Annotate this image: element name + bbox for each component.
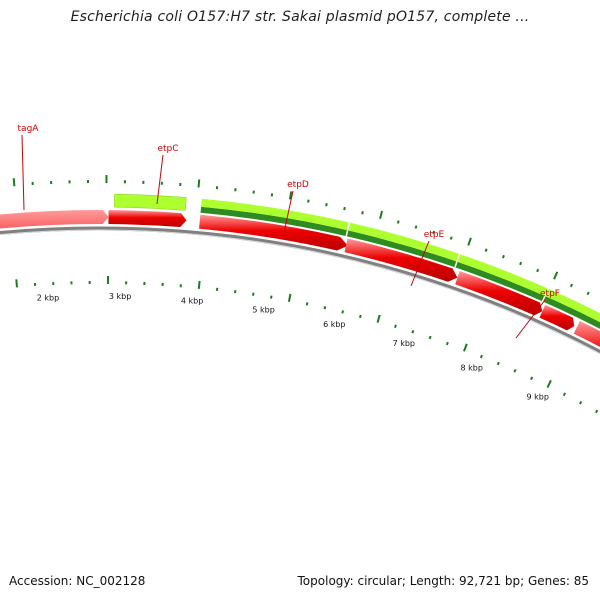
inner-tick: [359, 314, 362, 319]
scale-label: 5 kbp: [252, 306, 274, 315]
scale-label: 8 kbp: [460, 363, 482, 372]
outer-tick: [197, 179, 201, 188]
outer-ticks: [12, 175, 590, 296]
inner-tick: [15, 279, 18, 288]
outer-tick: [586, 291, 590, 296]
gene-label-etpC: etpC: [157, 144, 178, 154]
inner-tick: [595, 409, 599, 414]
gene-label-tagA: tagA: [18, 124, 40, 134]
outer-tick: [501, 254, 505, 259]
inner-tick: [463, 343, 468, 352]
scale-label: 6 kbp: [323, 320, 345, 329]
outer-tick: [343, 206, 346, 211]
inner-ticks: [15, 276, 599, 414]
inner-tick: [496, 361, 500, 366]
outer-tick: [484, 248, 488, 252]
outer-tick: [325, 203, 328, 207]
inner-tick: [394, 324, 397, 329]
accession-label: Accession: NC_002128: [9, 574, 146, 588]
inner-tick: [305, 302, 309, 306]
outer-tick: [467, 237, 472, 246]
outer-tick: [379, 210, 384, 219]
gene-label-leader: [156, 154, 164, 205]
length-label: Length: 92,721 bp: [402, 574, 520, 588]
outer-tick: [553, 271, 559, 280]
gene-minus-3: [199, 214, 348, 251]
inner-tick: [579, 400, 583, 405]
inner-tick: [323, 306, 327, 310]
topology-label: Topology: circular: [297, 574, 402, 588]
inner-tick: [287, 293, 292, 302]
gene-minus-6: [539, 304, 575, 331]
scale-label: 7 kbp: [393, 339, 415, 348]
inner-tick: [513, 369, 517, 373]
inner-tick: [341, 310, 345, 314]
scale-label: 2 kbp: [37, 293, 59, 302]
outer-tick: [536, 268, 540, 273]
gene-label-leader: [410, 240, 430, 287]
gene-minus-7: [573, 321, 600, 347]
inner-tick: [270, 295, 273, 299]
inner-tick: [546, 379, 552, 388]
outer-tick: [519, 261, 523, 266]
gene-boundary: [345, 222, 351, 237]
inner-tick: [411, 330, 415, 334]
genes-label: Genes: 85: [520, 574, 589, 588]
scale-label: 3 kbp: [109, 292, 131, 301]
inner-tick: [376, 314, 381, 323]
inner-tick: [197, 280, 201, 289]
gene-minus-1: [0, 210, 109, 229]
gene-label-etpE: etpE: [424, 230, 445, 240]
gene-label-etpF: etpF: [540, 289, 560, 299]
inner-tick: [445, 341, 449, 346]
outer-tick: [414, 225, 418, 229]
outer-tick: [432, 230, 436, 235]
outer-tick: [569, 283, 573, 288]
inner-tick: [479, 354, 483, 359]
outer-tick: [396, 220, 400, 224]
gene-label-leader: [515, 299, 546, 339]
map-title: Escherichia coli O157:H7 str. Sakai plas…: [70, 9, 530, 25]
inner-tick: [530, 376, 534, 381]
gene-minus-5: [455, 271, 543, 316]
gene-boundary: [454, 253, 461, 268]
inner-tick: [428, 335, 432, 340]
gene-minus-4: [344, 238, 458, 282]
gene-plus-etpC: [114, 193, 187, 211]
backbone-line: [0, 226, 600, 355]
gene-plus-light-band: [201, 198, 600, 323]
gene-label-leader: [21, 134, 25, 211]
backbone-highlight: [0, 229, 600, 355]
outer-tick: [12, 178, 16, 187]
gene-minus-2: [108, 210, 187, 228]
gene-boundary: [541, 288, 549, 302]
outer-tick: [361, 211, 364, 215]
inner-tick: [562, 392, 567, 397]
outer-tick: [307, 199, 310, 203]
outer-tick: [288, 191, 293, 200]
gene-label-leader: [282, 190, 294, 238]
gene-label-etpD: etpD: [287, 180, 309, 190]
scale-label: 9 kbp: [526, 393, 548, 402]
outer-tick: [449, 236, 453, 240]
genome-summary: Topology: circularLength: 92,721 bpGenes…: [298, 574, 589, 588]
scale-label: 4 kbp: [181, 296, 203, 305]
